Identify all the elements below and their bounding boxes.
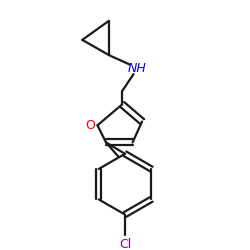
Text: Cl: Cl xyxy=(119,238,131,250)
Text: O: O xyxy=(85,119,95,132)
Text: NH: NH xyxy=(128,62,147,75)
